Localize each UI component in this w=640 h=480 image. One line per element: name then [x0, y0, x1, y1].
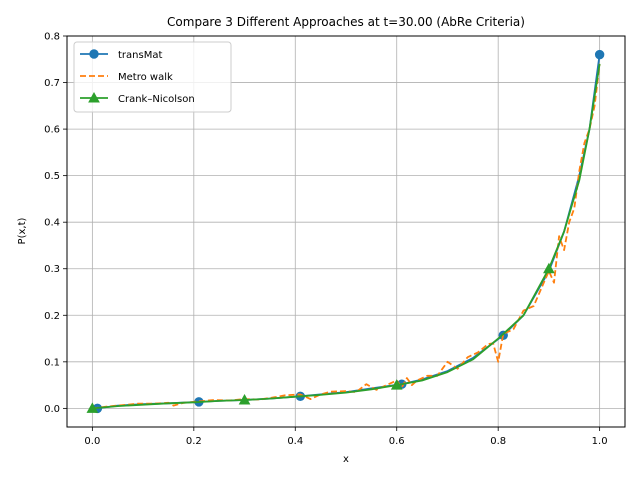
x-tick-label: 1.0 — [592, 436, 608, 447]
legend-item-transmat: transMat — [80, 49, 162, 61]
plot-series — [86, 49, 605, 414]
series-line-crank-nicolson — [92, 63, 601, 410]
data-point — [390, 379, 403, 390]
y-axis: 0.0 0.1 0.2 0.3 0.4 0.5 0.6 0.7 0.8 — [44, 32, 67, 415]
x-tick-label: 0.0 — [84, 436, 100, 447]
legend-marker — [88, 91, 100, 103]
legend-label: transMat — [118, 50, 162, 61]
data-point — [238, 393, 251, 405]
data-point — [543, 262, 555, 274]
legend-marker — [89, 49, 99, 59]
x-tick-label: 0.6 — [389, 436, 405, 447]
x-tick-label: 0.8 — [490, 436, 506, 447]
y-tick-label: 0.8 — [44, 32, 60, 43]
legend-item-crank-nicolson: Crank–Nicolson — [80, 91, 195, 105]
x-axis: 0.0 0.2 0.4 0.6 0.8 1.0 — [84, 427, 608, 447]
series-crank-nicolson — [86, 63, 601, 413]
x-axis-label: x — [343, 454, 349, 465]
y-tick-label: 0.6 — [44, 125, 60, 136]
y-tick-label: 0.1 — [44, 357, 60, 368]
legend: transMat Metro walk Crank–Nicolson — [73, 41, 232, 113]
data-point — [594, 49, 605, 60]
legend-label: Crank–Nicolson — [118, 94, 195, 105]
data-point — [86, 402, 99, 413]
x-tick-label: 0.4 — [287, 436, 303, 447]
legend-label: Metro walk — [118, 72, 173, 83]
y-tick-label: 0.7 — [44, 78, 60, 89]
series-line-metro-walk — [92, 63, 601, 410]
chart-title: Compare 3 Different Approaches at t=30.0… — [167, 15, 525, 29]
legend-box — [73, 41, 232, 113]
y-tick-label: 0.4 — [44, 218, 60, 229]
x-tick-label: 0.2 — [186, 436, 202, 447]
legend-item-metro-walk: Metro walk — [80, 72, 173, 83]
y-tick-label: 0.2 — [44, 311, 60, 322]
y-tick-label: 0.3 — [44, 264, 60, 275]
series-metro-walk — [92, 63, 601, 410]
y-axis-label: P(x,t) — [17, 217, 28, 244]
y-tick-label: 0.5 — [44, 171, 60, 182]
plot-area — [66, 35, 626, 428]
y-tick-label: 0.0 — [44, 404, 60, 415]
